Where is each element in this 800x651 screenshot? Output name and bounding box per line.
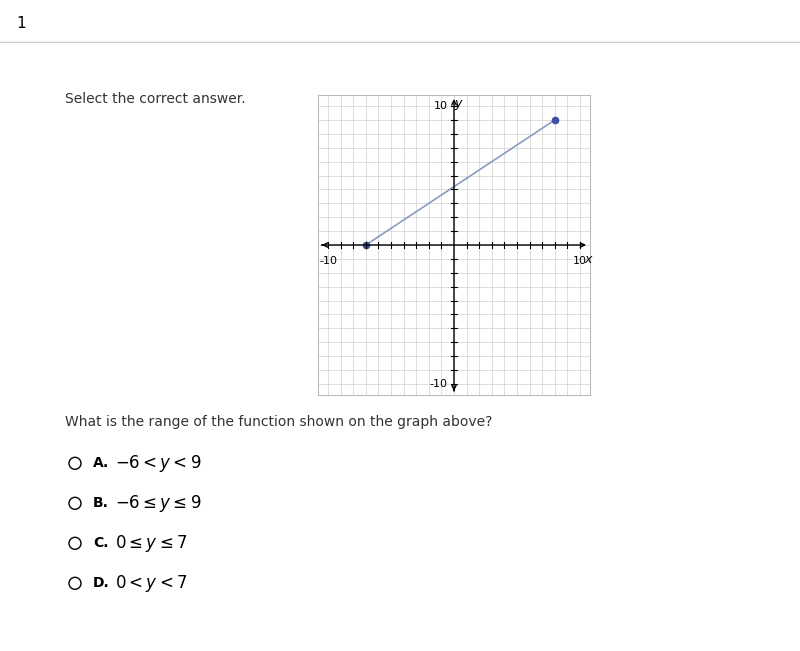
Text: x: x: [585, 253, 592, 266]
Text: D.: D.: [93, 576, 110, 590]
Text: Select the correct answer.: Select the correct answer.: [65, 92, 246, 106]
Text: 10: 10: [573, 256, 587, 266]
Text: 10: 10: [434, 101, 448, 111]
Text: -10: -10: [319, 256, 337, 266]
Text: 1: 1: [16, 16, 26, 31]
Text: $0 \leq y \leq 7$: $0 \leq y \leq 7$: [115, 533, 187, 554]
Text: $-6 \leq y \leq 9$: $-6 \leq y \leq 9$: [115, 493, 202, 514]
Text: y: y: [454, 96, 462, 109]
Text: B.: B.: [93, 496, 109, 510]
Text: A.: A.: [93, 456, 110, 470]
Text: $-6 < y < 9$: $-6 < y < 9$: [115, 453, 202, 474]
Text: -10: -10: [430, 379, 448, 389]
Text: C.: C.: [93, 536, 109, 550]
Text: $0 < y < 7$: $0 < y < 7$: [115, 573, 187, 594]
Text: What is the range of the function shown on the graph above?: What is the range of the function shown …: [65, 415, 492, 429]
